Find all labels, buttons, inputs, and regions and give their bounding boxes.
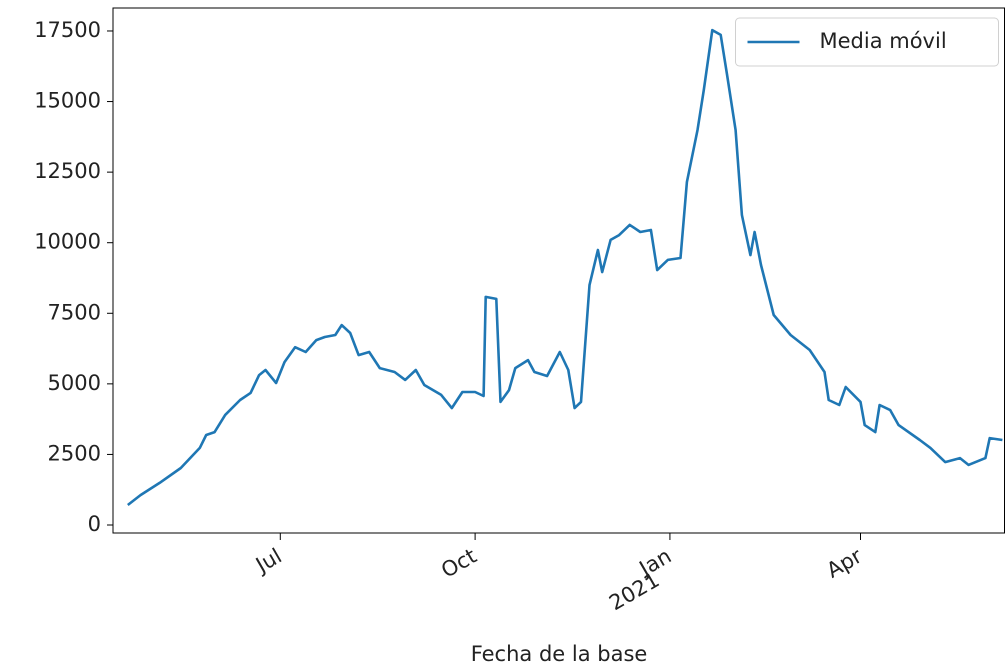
y-tick-label: 2500 xyxy=(48,441,101,465)
y-tick-label: 10000 xyxy=(34,230,101,254)
x-tick-year: 2021 xyxy=(605,568,663,616)
legend-box xyxy=(735,17,999,67)
y-tick-label: 17500 xyxy=(34,18,101,42)
x-tick-label: Oct xyxy=(437,544,480,583)
x-tick-label: Apr xyxy=(823,544,867,583)
y-tick-label: 0 xyxy=(88,512,101,536)
y-tick-label: 5000 xyxy=(48,371,101,395)
x-axis-label: Fecha de la base xyxy=(471,642,648,666)
line xyxy=(127,28,1003,507)
legend-label: Media móvil xyxy=(820,29,947,53)
x-tick-label: Jul xyxy=(250,544,286,578)
y-tick-label: 12500 xyxy=(34,159,101,183)
y-tick-label: 15000 xyxy=(34,89,101,113)
y-tick-label: 7500 xyxy=(48,300,101,324)
plot-frame xyxy=(112,7,1005,534)
